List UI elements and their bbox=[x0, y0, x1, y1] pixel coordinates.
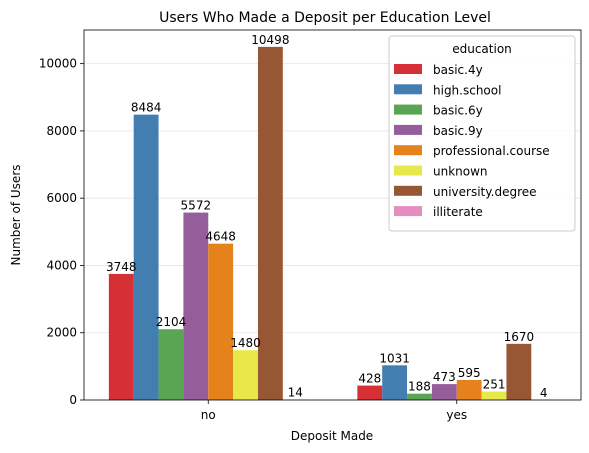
x-tick-label: no bbox=[201, 408, 216, 422]
y-tick-label: 6000 bbox=[46, 191, 77, 205]
bar-basic-6y-yes bbox=[407, 393, 432, 400]
x-tick-label: yes bbox=[446, 408, 467, 422]
legend-frame bbox=[388, 35, 576, 232]
x-axis-label: Deposit Made bbox=[291, 429, 373, 443]
bar-value-label: 10498 bbox=[251, 33, 289, 47]
bar-university-degree-yes bbox=[506, 343, 532, 400]
legend-swatch-basic-9y bbox=[394, 124, 422, 135]
legend: education basic.4yhigh.schoolbasic.6ybas… bbox=[388, 35, 576, 232]
bar-unknown-no bbox=[233, 350, 258, 400]
chart-title: Users Who Made a Deposit per Education L… bbox=[159, 10, 491, 26]
bars bbox=[108, 46, 557, 400]
legend-label: basic.9y bbox=[433, 124, 483, 138]
legend-swatch-high-school bbox=[394, 84, 422, 95]
bar-high-school-yes bbox=[382, 365, 408, 400]
bar-value-label: 1031 bbox=[379, 351, 410, 365]
legend-label: unknown bbox=[433, 165, 488, 179]
bar-basic-4y-no bbox=[108, 273, 134, 400]
legend-label: university.degree bbox=[433, 185, 537, 199]
legend-title: education bbox=[452, 42, 512, 56]
bar-value-label: 8484 bbox=[131, 101, 162, 115]
legend-label: basic.4y bbox=[433, 63, 483, 77]
y-tick-label: 8000 bbox=[46, 124, 77, 138]
bar-value-label: 2104 bbox=[156, 315, 187, 329]
y-tick-label: 4000 bbox=[46, 258, 77, 272]
legend-label: high.school bbox=[433, 83, 501, 97]
bar-value-label: 14 bbox=[288, 386, 303, 400]
bar-value-label: 188 bbox=[408, 380, 431, 394]
bar-professional-course-yes bbox=[456, 379, 482, 400]
legend-swatch-unknown bbox=[394, 165, 422, 176]
bar-value-labels: 3748 8484 2104 5572 4648 1480 10498 14 428 1031 18… bbox=[106, 33, 548, 400]
legend-swatch-basic-6y bbox=[394, 104, 422, 115]
x-axis: no yes bbox=[201, 400, 467, 422]
legend-items: basic.4y high.school basic.6y basic.9y profe… bbox=[394, 63, 550, 219]
bar-value-label: 5572 bbox=[181, 199, 212, 213]
y-tick-label: 10000 bbox=[39, 57, 77, 71]
legend-swatch-university-degree bbox=[394, 185, 422, 196]
bar-value-label: 1670 bbox=[504, 330, 535, 344]
bar-basic-9y-no bbox=[183, 212, 209, 400]
bar-value-label: 473 bbox=[433, 370, 456, 384]
bar-value-label: 3748 bbox=[106, 260, 137, 274]
bar-value-label: 251 bbox=[483, 378, 506, 392]
bar-value-label: 4648 bbox=[205, 230, 236, 244]
legend-swatch-basic-4y bbox=[394, 64, 422, 74]
bar-unknown-yes bbox=[481, 391, 507, 400]
y-axis-label: Number of Users bbox=[9, 164, 23, 265]
y-axis: 0 2000 4000 6000 8000 10000 bbox=[39, 57, 84, 407]
legend-label: professional.course bbox=[433, 144, 550, 158]
bar-basic-4y-yes bbox=[357, 385, 383, 400]
legend-label: basic.6y bbox=[433, 104, 483, 118]
bar-value-label: 595 bbox=[458, 366, 481, 380]
bar-basic-6y-no bbox=[158, 329, 184, 400]
plot-frame bbox=[83, 29, 582, 401]
bar-university-degree-no bbox=[257, 46, 283, 400]
bar-basic-9y-yes bbox=[431, 384, 457, 400]
y-tick-label: 0 bbox=[69, 393, 77, 407]
y-tick-label: 2000 bbox=[46, 326, 77, 340]
legend-swatch-illiterate bbox=[394, 206, 422, 217]
bar-value-label: 4 bbox=[540, 386, 548, 400]
legend-swatch-professional-course bbox=[394, 145, 422, 156]
bar-value-label: 428 bbox=[358, 372, 381, 386]
legend-label: illiterate bbox=[433, 205, 483, 219]
bar-high-school-no bbox=[133, 114, 159, 400]
bar-professional-course-no bbox=[208, 243, 234, 400]
bar-value-label: 1480 bbox=[230, 336, 261, 350]
